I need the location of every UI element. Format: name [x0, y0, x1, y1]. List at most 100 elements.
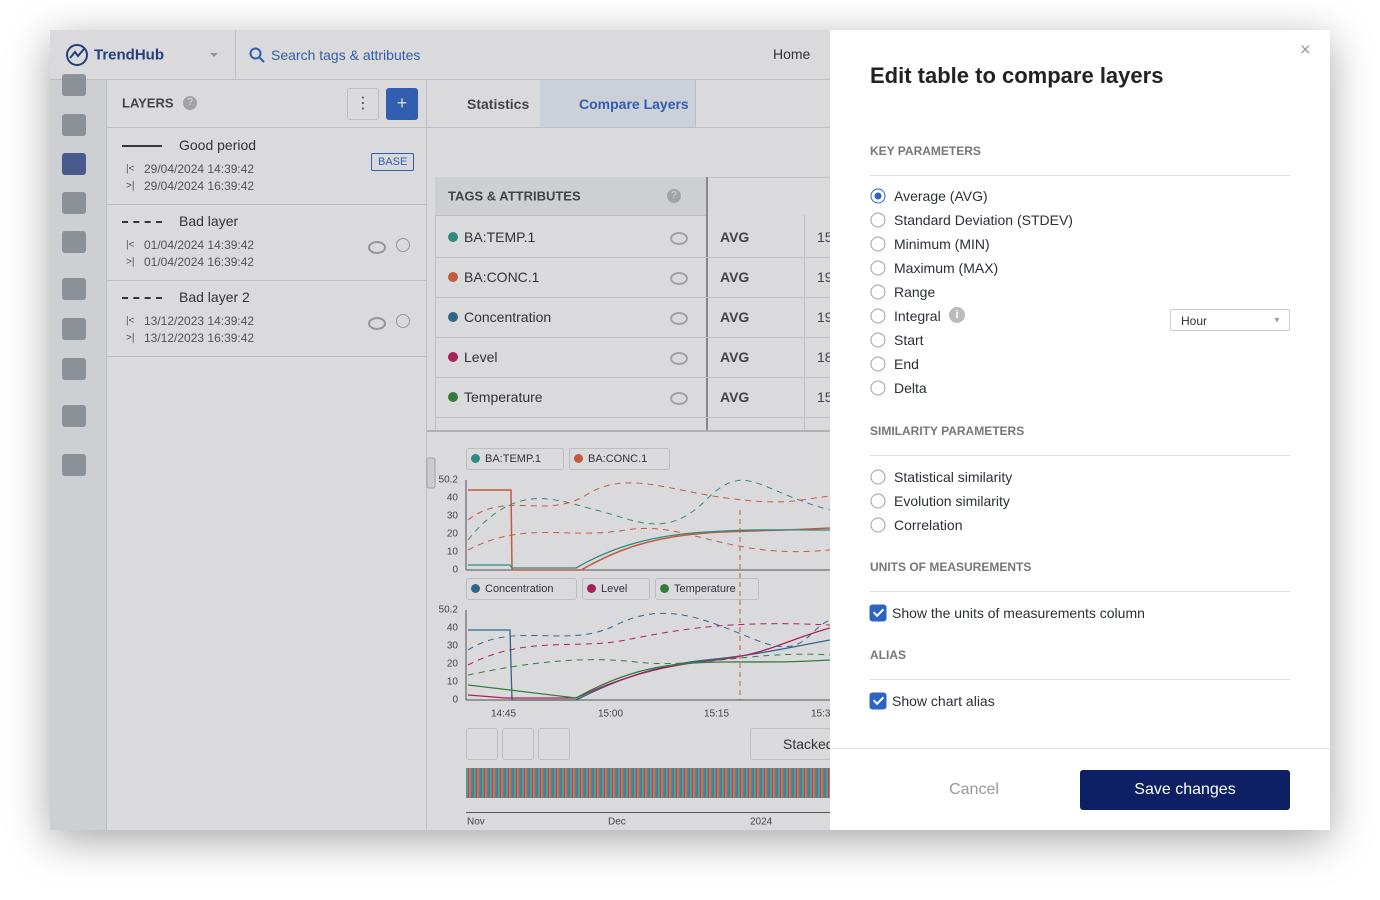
stacked-label[interactable]: Stacked [783, 736, 830, 752]
icon: |< [126, 239, 135, 251]
tab[interactable] [427, 80, 541, 127]
radio-label[interactable]: Average (AVG) [894, 188, 988, 204]
row-divider [435, 337, 830, 338]
nav-icon[interactable] [62, 153, 86, 175]
layer-end: 29/04/2024 16:39:42 [144, 179, 255, 193]
tab-label[interactable]: Compare Layers [579, 96, 689, 112]
footer-divider [830, 748, 1330, 749]
radio[interactable] [870, 308, 886, 324]
brand-logo [66, 44, 88, 66]
tab[interactable] [540, 80, 696, 127]
radio-label[interactable]: Integral [894, 308, 941, 324]
integral-unit-select[interactable]: Hour [1170, 309, 1290, 331]
visibility-icon[interactable] [368, 317, 386, 330]
radio-label[interactable]: Evolution similarity [894, 493, 1010, 509]
nav-icon[interactable] [62, 358, 86, 380]
y-tick-label: 0 [452, 694, 458, 706]
tag-color [448, 312, 458, 322]
radio-label[interactable]: Minimum (MIN) [894, 236, 990, 252]
checkbox-label[interactable]: Show chart alias [892, 693, 995, 709]
search-input[interactable]: Search tags & attributes [271, 47, 421, 63]
legend-dot [574, 454, 583, 463]
app-window: TrendHub Search tags & attributes Home L… [50, 30, 1330, 830]
radio-label[interactable]: Maximum (MAX) [894, 260, 999, 276]
prev-button[interactable] [466, 728, 498, 760]
icon: |< [126, 315, 135, 327]
radio[interactable] [870, 493, 886, 509]
nav-icon[interactable] [62, 454, 86, 476]
nav-icon[interactable] [62, 405, 86, 427]
section-rule [870, 679, 1290, 680]
value: 19 [817, 269, 830, 285]
clock-button[interactable] [538, 728, 570, 760]
visibility-icon[interactable] [670, 272, 688, 285]
charts [426, 457, 830, 701]
legend-chip: BA:CONC.1 [569, 448, 671, 470]
checkbox-label[interactable]: Show the units of measurements column [892, 605, 1145, 621]
checkbox[interactable] [869, 692, 887, 710]
nav-home[interactable]: Home [773, 46, 811, 62]
nav-icon[interactable] [62, 192, 86, 214]
timeline-tick-label: Dec [608, 816, 626, 828]
radio[interactable] [870, 380, 886, 396]
brand-caret[interactable] [209, 50, 219, 60]
radio[interactable] [870, 236, 886, 252]
nav-icon[interactable] [62, 74, 86, 96]
nav-icon[interactable] [62, 318, 86, 340]
layer-line-style [122, 145, 162, 147]
radio[interactable] [870, 356, 886, 372]
nav-icon[interactable] [62, 231, 86, 253]
radio[interactable] [870, 212, 886, 228]
radio[interactable] [870, 260, 886, 276]
visibility-icon[interactable] [670, 232, 688, 245]
timeline-tick-label: 2024 [750, 816, 773, 828]
radio-label[interactable]: Range [894, 284, 936, 300]
help-icon[interactable]: ? [183, 96, 197, 110]
radio-label[interactable]: Delta [894, 380, 927, 396]
stat: AVG [720, 269, 750, 285]
legend-chip: BA:TEMP.1 [466, 448, 565, 470]
value: 15 [817, 229, 830, 245]
tab-label[interactable]: Statistics [467, 96, 530, 112]
help-icon[interactable]: ? [667, 189, 681, 203]
radio[interactable] [870, 284, 886, 300]
timeline-overview[interactable] [466, 768, 830, 798]
add-layer-button[interactable]: + [386, 88, 418, 120]
remove-icon[interactable] [396, 238, 410, 252]
overlay[interactable] [50, 30, 830, 830]
visibility-icon[interactable] [670, 392, 688, 405]
x-tick-label: 15:15 [704, 708, 730, 720]
icon: >| [126, 256, 135, 268]
radio-label[interactable]: End [894, 356, 919, 372]
tag-name: BA:CONC.1 [464, 269, 540, 285]
calendar-button[interactable] [502, 728, 534, 760]
stacked-button[interactable] [750, 728, 830, 760]
more-button[interactable]: ⋮ [347, 88, 379, 120]
radio-label[interactable]: Standard Deviation (STDEV) [894, 212, 1073, 228]
visibility-icon[interactable] [368, 241, 386, 254]
radio-label[interactable]: Start [894, 332, 924, 348]
radio[interactable] [870, 517, 886, 533]
section-rule [870, 591, 1290, 592]
remove-icon[interactable] [396, 314, 410, 328]
select-caret: ▼ [1273, 315, 1281, 325]
visibility-icon[interactable] [670, 312, 688, 325]
radio-label[interactable]: Statistical similarity [894, 469, 1013, 485]
radio-label[interactable]: Correlation [894, 517, 963, 533]
nav-icon[interactable] [62, 278, 86, 300]
visibility-icon[interactable] [670, 352, 688, 365]
radio[interactable] [870, 332, 886, 348]
layer-name: Bad layer [179, 213, 239, 229]
close-button[interactable]: × [1300, 39, 1311, 60]
tag-color [448, 392, 458, 402]
checkbox[interactable] [869, 604, 887, 622]
nav-icon[interactable] [62, 114, 86, 136]
tag-name: BA:TEMP.1 [464, 229, 536, 245]
cancel-button[interactable]: Cancel [949, 781, 999, 798]
radio[interactable] [870, 469, 886, 485]
layer-start: 01/04/2024 14:39:42 [144, 238, 255, 252]
tag-color [448, 232, 458, 242]
y-tick-label: 40 [446, 622, 458, 634]
save-button[interactable]: Save changes [1080, 770, 1290, 810]
radio[interactable] [870, 188, 886, 204]
